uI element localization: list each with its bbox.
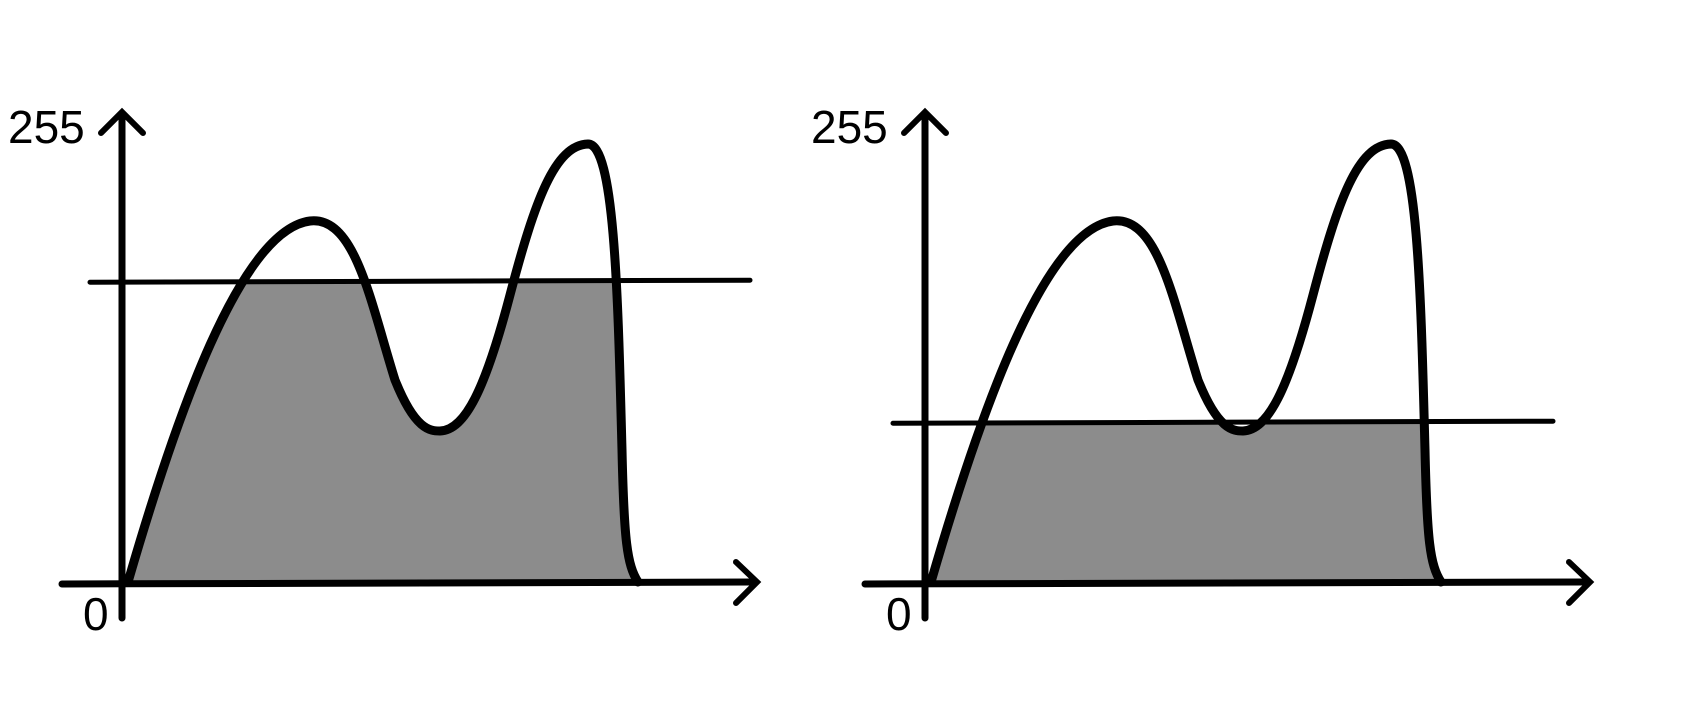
x-axis-left	[58, 578, 756, 588]
threshold-line-left	[87, 277, 753, 285]
histogram-curve-left	[123, 139, 643, 587]
threshold-line-right	[890, 418, 1556, 426]
panel-right: 255 0	[811, 101, 1595, 640]
y-max-label-left: 255	[8, 101, 85, 153]
shaded-area-right	[931, 422, 1441, 584]
origin-label-right: 0	[886, 588, 912, 640]
x-axis-right	[861, 578, 1589, 588]
histogram-curve-right	[926, 139, 1446, 587]
origin-label-left: 0	[83, 588, 109, 640]
y-max-label-right: 255	[811, 101, 888, 153]
y-axis-arrowhead-left	[98, 107, 146, 136]
x-axis-arrowhead-right	[1566, 559, 1595, 606]
x-axis-arrowhead-left	[733, 559, 762, 606]
y-axis-arrowhead-right	[901, 107, 949, 136]
panel-left: 255 0	[8, 101, 762, 640]
